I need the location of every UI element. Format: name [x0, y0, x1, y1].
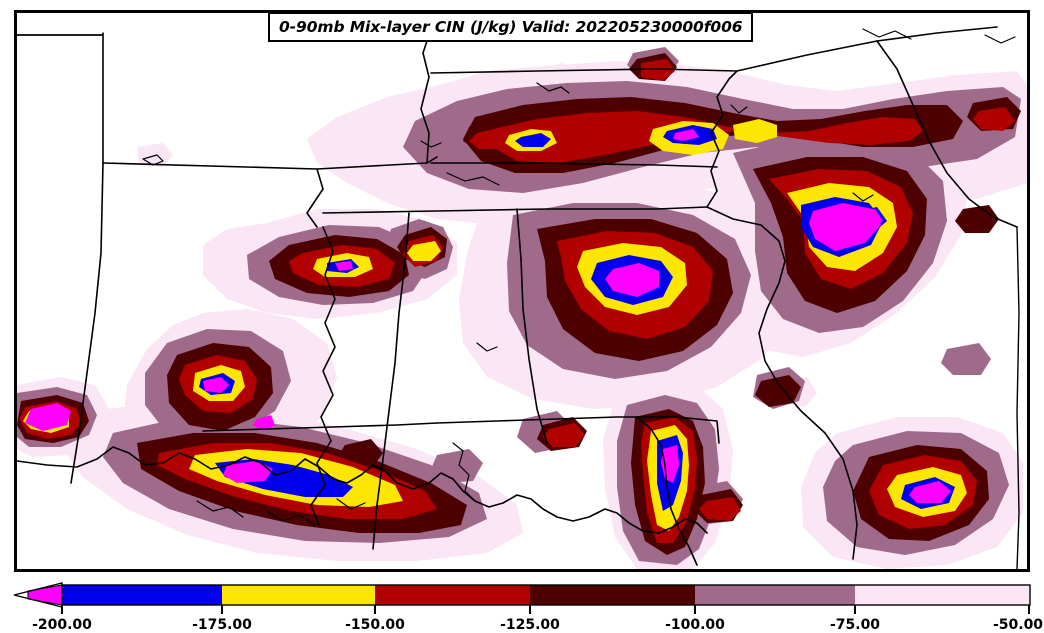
- colorbar-tick-label: -200.00: [32, 617, 92, 633]
- colorbar-tick-label: -125.00: [500, 617, 560, 633]
- colorbar: -200.00 -175.00 -150.00 -125.00 -100.00 …: [0, 578, 1044, 633]
- colorbar-ticks: [61, 605, 1030, 614]
- colorbar-tick-label: -100.00: [665, 617, 725, 633]
- colorbar-band-blue: [62, 585, 222, 605]
- colorbar-extend-min-triangle: [27, 584, 63, 606]
- colorbar-band-yellow: [222, 585, 375, 605]
- cin-contour-field: [17, 13, 1027, 569]
- colorbar-band-crimson: [375, 585, 530, 605]
- page-title: 0-90mb Mix-layer CIN (J/kg) Valid: 20220…: [279, 18, 743, 36]
- title-box: 0-90mb Mix-layer CIN (J/kg) Valid: 20220…: [268, 12, 754, 42]
- contour-band-magenta: [25, 129, 951, 503]
- colorbar-tick-label: -150.00: [345, 617, 405, 633]
- colorbar-band-maroon: [530, 585, 695, 605]
- map-panel: [14, 10, 1030, 572]
- colorbar-band-palepink: [855, 585, 1030, 605]
- colorbar-tick-label: -75.00: [830, 617, 880, 633]
- colorbar-band-mauve: [695, 585, 855, 605]
- colorbar-tick-label: -50.00: [993, 617, 1043, 633]
- colorbar-tick-label: -175.00: [192, 617, 252, 633]
- geography-outlines: [17, 26, 1020, 569]
- colorbar-frame: [61, 584, 1031, 606]
- colorbar-svg: -200.00 -175.00 -150.00 -125.00 -100.00 …: [13, 582, 1043, 633]
